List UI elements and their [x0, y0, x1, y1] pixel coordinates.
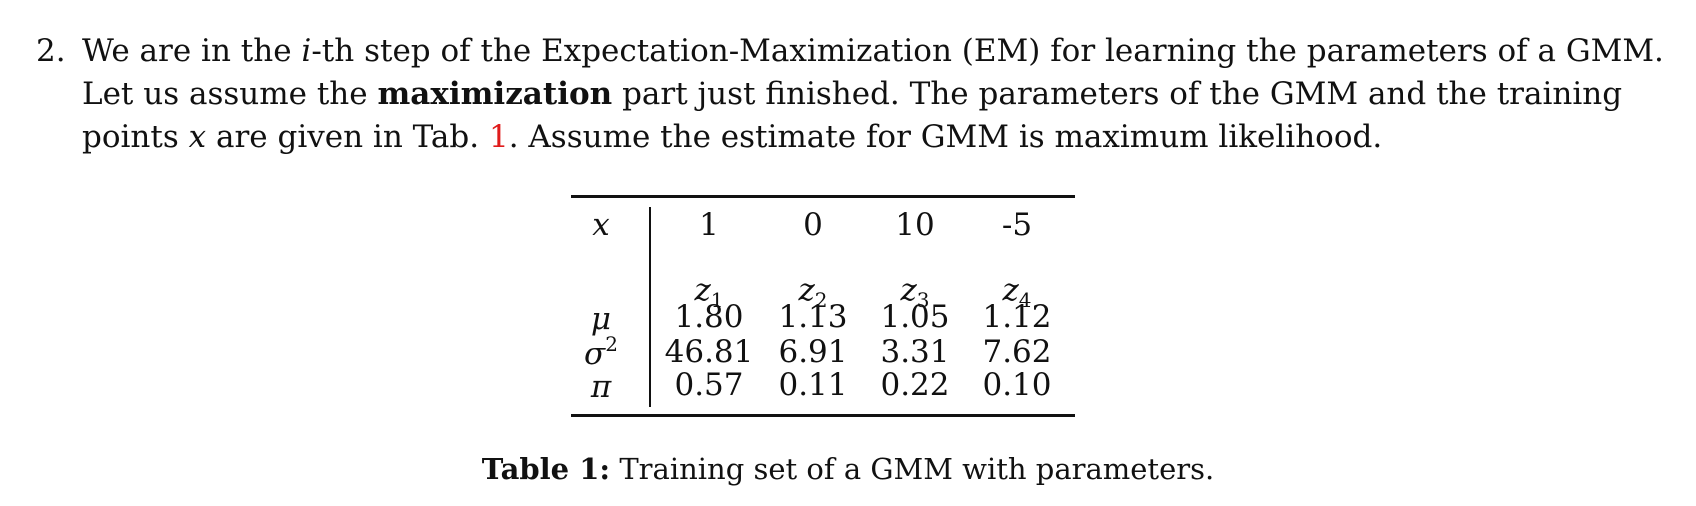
variable-x: x: [188, 119, 207, 155]
caption-text: Training set of a GMM with parameters.: [619, 452, 1215, 486]
variance-value-1: 46.81: [664, 334, 754, 370]
line3-text-b: are given in Tab.: [215, 119, 480, 155]
x-value-3: 10: [895, 207, 935, 243]
problem-number: 2.: [36, 33, 66, 69]
problem-line-3: points x are given in Tab. 1. Assume the…: [82, 116, 1672, 159]
problem-line-1: We are in the i-th step of the Expectati…: [82, 30, 1672, 73]
problem-line-2: Let us assume the maximization part just…: [82, 73, 1672, 116]
table-vertical-rule: [649, 207, 651, 407]
x-value-2: 0: [803, 207, 823, 243]
x-value-4: -5: [1001, 207, 1033, 243]
pi-value-4: 0.10: [982, 367, 1052, 403]
component-z3: z3: [900, 272, 930, 312]
variance-value-4: 7.62: [982, 334, 1052, 370]
mu-value-1: 1.80: [674, 299, 744, 335]
pi-value-2: 0.11: [778, 367, 848, 403]
mu-value-2: 1.13: [778, 299, 848, 335]
line2-text-b: part just finished. The parameters of th…: [622, 76, 1623, 112]
pi-value-1: 0.57: [674, 367, 744, 403]
variance-value-3: 3.31: [880, 334, 950, 370]
variance-value-2: 6.91: [778, 334, 848, 370]
component-z2: z2: [798, 272, 828, 312]
table-top-rule: [571, 195, 1075, 198]
line3-text-a: points: [82, 119, 179, 155]
mu-value-3: 1.05: [880, 299, 950, 335]
variance-row-label: σ2: [584, 332, 618, 372]
line1-text-a: We are in the: [82, 33, 292, 69]
caption-label: Table 1:: [481, 452, 611, 486]
line3-text-c: . Assume the estimate for GMM is maximum…: [508, 119, 1383, 155]
line1-text-b: -th step of the Expectation-Maximization…: [311, 33, 1664, 69]
component-z1: z1: [694, 272, 724, 312]
gmm-table: x 1 0 10 -5 z1 z2 z3 z4 μ 1.80 1.13 1.05…: [571, 195, 1075, 417]
index-i: i: [301, 33, 312, 69]
problem-paragraph: We are in the i-th step of the Expectati…: [82, 30, 1672, 159]
mu-value-4: 1.12: [982, 299, 1052, 335]
line2-text-a: Let us assume the: [82, 76, 368, 112]
maximization-term: maximization: [377, 76, 613, 112]
x-row-label: x: [592, 207, 610, 243]
x-value-1: 1: [699, 207, 719, 243]
table-reference-link[interactable]: 1: [488, 119, 509, 155]
mu-row-label: μ: [590, 301, 612, 337]
pi-row-label: π: [590, 369, 612, 405]
table-bottom-rule: [571, 414, 1075, 417]
table-caption: Table 1: Training set of a GMM with para…: [0, 452, 1696, 486]
component-z4: z4: [1002, 272, 1032, 312]
pi-value-3: 0.22: [880, 367, 950, 403]
